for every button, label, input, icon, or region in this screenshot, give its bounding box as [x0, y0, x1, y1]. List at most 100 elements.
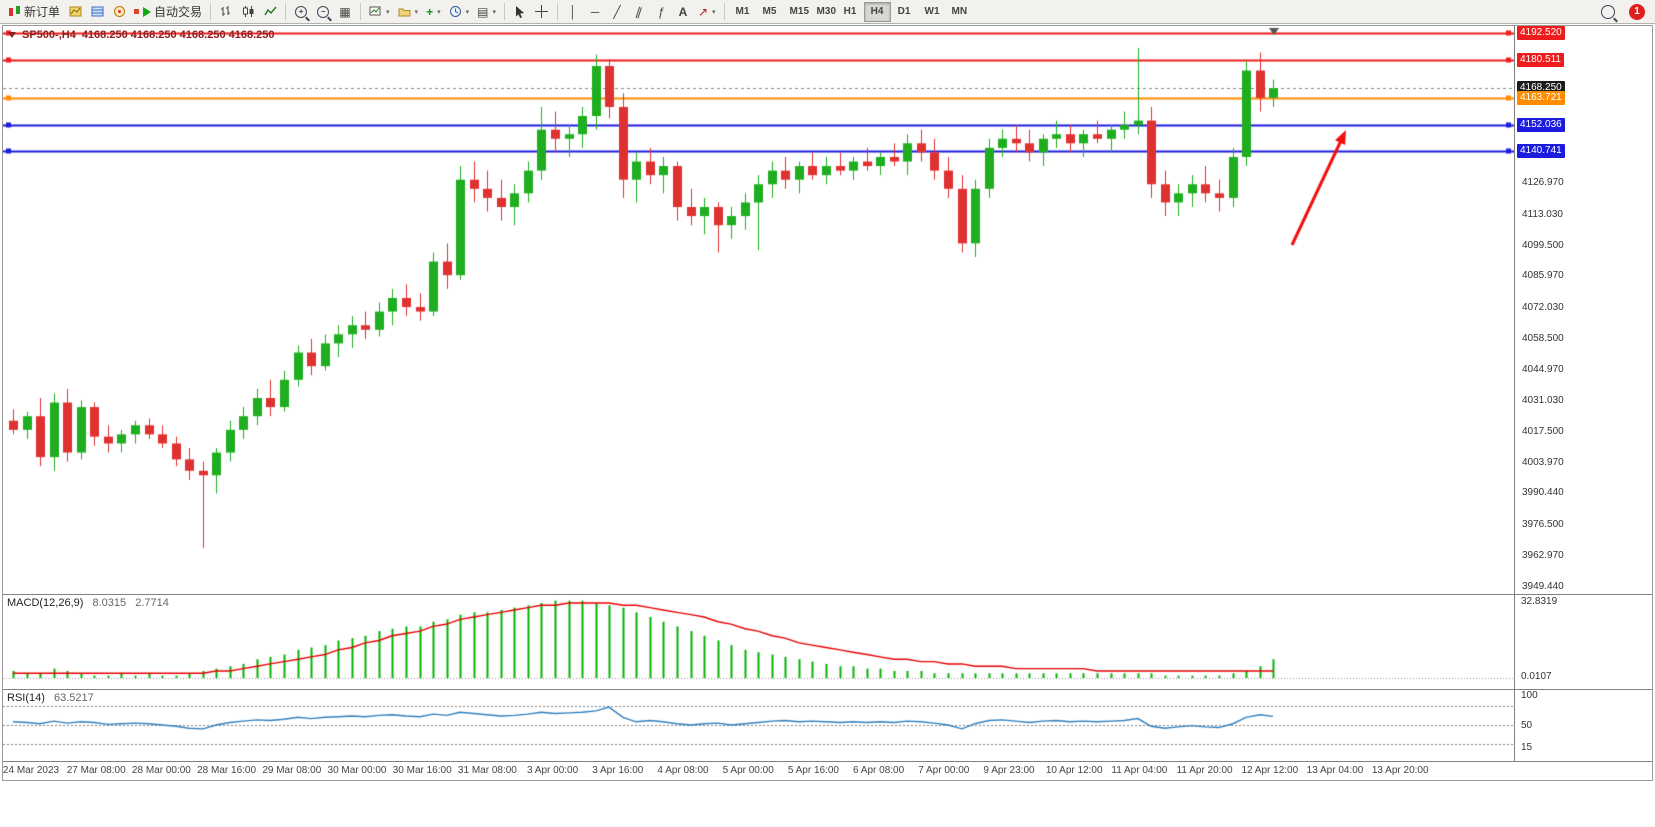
price-axis-label: 4044.970 — [1522, 363, 1564, 375]
level-price-tag: 4163.721 — [1517, 91, 1565, 106]
main-price-axis[interactable]: 4126.970 4113.030 4099.500 4085.970 4072.030… — [1515, 26, 1652, 594]
clock-icon — [449, 6, 461, 17]
chevron-down-icon: ▾ — [437, 8, 441, 16]
time-axis-label: 31 Mar 08:00 — [457, 765, 517, 776]
data-window-button[interactable] — [86, 2, 108, 22]
line-chart-icon — [263, 6, 277, 16]
fibonacci-tool-button[interactable]: ƒ — [650, 2, 672, 22]
level-price-tag: 4140.741 — [1517, 143, 1565, 158]
rsi-indicator-name: RSI(14) — [7, 692, 45, 704]
add-indicator-icon: + — [426, 4, 434, 19]
arrow-tool-icon: ↗ — [697, 4, 709, 19]
autotrading-button[interactable]: 自动交易 — [130, 2, 206, 22]
new-order-icon — [9, 6, 20, 16]
vertical-line-tool-button[interactable]: │ — [562, 2, 584, 22]
timeframe-m30-button[interactable]: M30 — [810, 2, 837, 22]
time-axis-label: 11 Apr 04:00 — [1111, 765, 1168, 776]
toolbar-separator — [723, 3, 725, 20]
line-chart-mode-button[interactable] — [259, 2, 281, 22]
time-axis-label: 30 Mar 00:00 — [327, 765, 387, 776]
chart-symbol-period: SP500-,H4 — [22, 29, 76, 41]
time-axis-label: 30 Mar 16:00 — [392, 765, 452, 776]
chevron-down-icon: ▾ — [465, 8, 470, 16]
time-axis-label: 24 Mar 2023 — [2, 765, 60, 776]
templates-button[interactable]: ▤ ▾ — [473, 2, 500, 22]
timeframe-m1-button[interactable]: M1 — [729, 2, 756, 22]
fibonacci-icon: ƒ — [657, 4, 665, 19]
time-axis-label: 7 Apr 00:00 — [918, 765, 970, 776]
profiles-button[interactable]: ▾ — [394, 2, 423, 22]
search-button[interactable] — [1597, 2, 1619, 22]
timeframe-w1-button[interactable]: W1 — [918, 2, 945, 22]
time-axis-label: 3 Apr 16:00 — [592, 765, 644, 776]
timeframe-d1-button[interactable]: D1 — [891, 2, 918, 22]
horizontal-line-tool-button[interactable]: ─ — [584, 2, 606, 22]
rsi-label: RSI(14) 63.5217 — [7, 692, 94, 704]
market-watch-button[interactable] — [64, 2, 86, 22]
chevron-down-icon: ▾ — [414, 8, 419, 16]
rsi-pane: RSI(14) 63.5217 100 50 15 — [3, 689, 1652, 761]
time-axis-label: 4 Apr 08:00 — [657, 765, 709, 776]
channel-icon: ∥ — [633, 3, 644, 20]
price-axis-label: 4017.500 — [1522, 425, 1564, 437]
timeframe-m5-button[interactable]: M5 — [756, 2, 783, 22]
crosshair-icon — [535, 5, 549, 18]
navigator-button[interactable] — [108, 2, 130, 22]
channel-tool-button[interactable]: ∥ — [628, 2, 650, 22]
notifications-badge[interactable]: 1 — [1629, 3, 1645, 20]
time-axis-label: 9 Apr 23:00 — [983, 765, 1035, 776]
time-axis[interactable]: 24 Mar 2023 27 Mar 08:00 28 Mar 00:00 28 Ma… — [3, 761, 1652, 780]
template-icon: ▤ — [477, 4, 489, 19]
chart-window: SP500-,H4 4168.250 4168.250 4168.250 416… — [2, 25, 1653, 781]
main-toolbar: 新订单 自动交易 — [0, 0, 1655, 24]
navigator-icon — [113, 6, 125, 17]
zoom-in-button[interactable]: + — [290, 2, 312, 22]
time-axis-label: 29 Mar 08:00 — [262, 765, 322, 776]
timeframe-mn-button[interactable]: MN — [945, 2, 972, 22]
trendline-tool-button[interactable]: ╱ — [606, 2, 628, 22]
main-chart-canvas[interactable] — [3, 26, 1514, 594]
new-chart-button[interactable]: ▾ — [365, 2, 394, 22]
timeframe-m15-button[interactable]: M15 — [783, 2, 810, 22]
tile-windows-button[interactable]: ▦ — [334, 2, 356, 22]
chevron-down-icon: ▾ — [386, 8, 390, 16]
zoom-out-button[interactable]: − — [312, 2, 334, 22]
bar-chart-mode-button[interactable] — [215, 2, 237, 22]
timeframe-h1-button[interactable]: H1 — [837, 2, 864, 22]
new-order-label: 新订单 — [24, 5, 61, 19]
profiles-folder-icon — [398, 8, 411, 17]
crosshair-tool-button[interactable] — [531, 2, 553, 22]
timeframe-h4-button[interactable]: H4 — [863, 1, 891, 22]
candlestick-mode-button[interactable] — [237, 2, 259, 22]
price-axis-label: 3990.440 — [1522, 487, 1564, 499]
price-axis-label: 4113.030 — [1522, 208, 1563, 220]
rsi-canvas[interactable] — [3, 690, 1514, 760]
cursor-tool-button[interactable] — [509, 2, 531, 22]
arrows-tool-button[interactable]: ↗ ▾ — [694, 2, 720, 22]
main-price-pane: SP500-,H4 4168.250 4168.250 4168.250 416… — [3, 26, 1652, 594]
toolbar-separator — [503, 3, 505, 20]
macd-axis[interactable]: 32.8319 0.0107 — [1515, 595, 1652, 689]
new-order-button[interactable]: 新订单 — [4, 2, 64, 22]
rsi-axis-label: 15 — [1521, 742, 1533, 754]
periods-button[interactable]: ▾ — [445, 2, 474, 22]
price-axis-label: 3976.500 — [1522, 519, 1564, 531]
chevron-down-icon: ▾ — [712, 8, 716, 16]
macd-main-value: 8.0315 — [92, 597, 127, 609]
level-price-tag: 4152.036 — [1517, 118, 1565, 133]
indicators-button[interactable]: + ▾ — [422, 2, 445, 22]
macd-canvas[interactable] — [3, 595, 1514, 688]
text-tool-button[interactable]: A — [672, 2, 694, 22]
price-axis-label: 3949.440 — [1522, 580, 1564, 592]
rsi-axis[interactable]: 100 50 15 — [1515, 690, 1652, 761]
time-axis-label: 27 Mar 08:00 — [66, 765, 126, 776]
symbol-marker-icon — [8, 32, 16, 38]
autotrading-label: 自动交易 — [154, 5, 203, 19]
vertical-line-icon: │ — [569, 4, 577, 19]
horizontal-line-icon: ─ — [590, 4, 600, 19]
text-tool-icon: A — [678, 4, 688, 19]
time-axis-label: 10 Apr 12:00 — [1045, 765, 1103, 776]
chevron-down-icon: ▾ — [492, 8, 496, 16]
time-axis-label: 13 Apr 04:00 — [1306, 765, 1364, 776]
